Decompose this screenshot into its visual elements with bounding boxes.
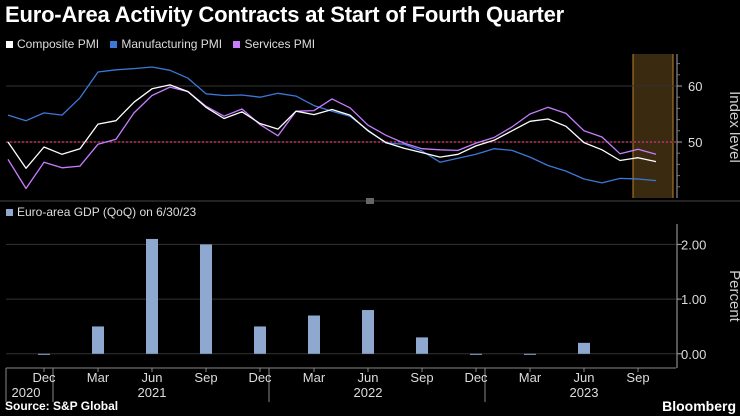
gdp-bar — [416, 337, 428, 354]
y-tick-label: 0.00 — [681, 347, 706, 362]
legend-swatch — [110, 41, 118, 48]
legend-swatch — [6, 209, 13, 216]
legend-services: Services PMI — [233, 37, 315, 51]
top-y-axis-label: Index level — [726, 91, 740, 163]
x-month-label: Mar — [519, 370, 542, 385]
legend-label: Services PMI — [244, 37, 316, 51]
bottom-y-axis-label: Percent — [726, 270, 740, 323]
gdp-bar — [470, 353, 482, 355]
gdp-bar — [524, 353, 536, 355]
x-year-label: 2021 — [138, 385, 167, 400]
services-pmi-line — [7, 86, 657, 190]
x-month-label: Dec — [248, 370, 272, 385]
gdp-bar — [200, 244, 212, 354]
x-month-label: Mar — [303, 370, 326, 385]
gdp-bar — [362, 310, 374, 354]
legend-swatch — [6, 41, 13, 48]
gdp-bar — [146, 238, 158, 354]
x-month-label: Jun — [574, 370, 595, 385]
bloomberg-logo: Bloomberg — [662, 398, 736, 414]
manufacturing-pmi-line — [7, 66, 657, 184]
y-tick-label: 1.00 — [681, 292, 706, 307]
source-note: Source: S&P Global — [5, 399, 119, 413]
x-month-label: Dec — [32, 370, 56, 385]
legend-manufacturing: Manufacturing PMI — [110, 37, 222, 51]
y-tick-label: 2.00 — [681, 237, 706, 252]
gdp-bar — [578, 342, 590, 354]
x-year-label: 2023 — [570, 385, 599, 400]
highlight-band — [633, 54, 673, 198]
y-tick-label: 60 — [688, 79, 702, 94]
top-legend: Composite PMI Manufacturing PMI Services… — [6, 37, 323, 51]
x-month-label: Jun — [358, 370, 379, 385]
x-month-label: Jun — [142, 370, 163, 385]
legend-label: Composite PMI — [17, 37, 100, 51]
gdp-bar — [308, 315, 320, 354]
panel-handle — [366, 198, 374, 204]
gdp-bar — [92, 326, 104, 354]
gdp-bar — [254, 326, 266, 354]
bottom-legend: Euro-area GDP (QoQ) on 6/30/23 — [6, 205, 196, 219]
legend-composite: Composite PMI — [6, 37, 99, 51]
x-month-label: Dec — [464, 370, 488, 385]
gdp-bar — [38, 353, 50, 355]
x-month-label: Sep — [626, 370, 649, 385]
legend-label: Euro-area GDP (QoQ) on 6/30/23 — [17, 205, 197, 219]
legend-label: Manufacturing PMI — [121, 37, 223, 51]
composite-pmi-line — [7, 84, 657, 169]
legend-swatch — [233, 41, 241, 48]
x-month-label: Sep — [410, 370, 433, 385]
x-year-label: 2020 — [12, 385, 41, 400]
x-year-label: 2022 — [354, 385, 383, 400]
chart-title: Euro-Area Activity Contracts at Start of… — [5, 2, 565, 27]
x-month-label: Mar — [87, 370, 110, 385]
y-tick-label: 50 — [688, 135, 702, 150]
x-month-label: Sep — [194, 370, 217, 385]
